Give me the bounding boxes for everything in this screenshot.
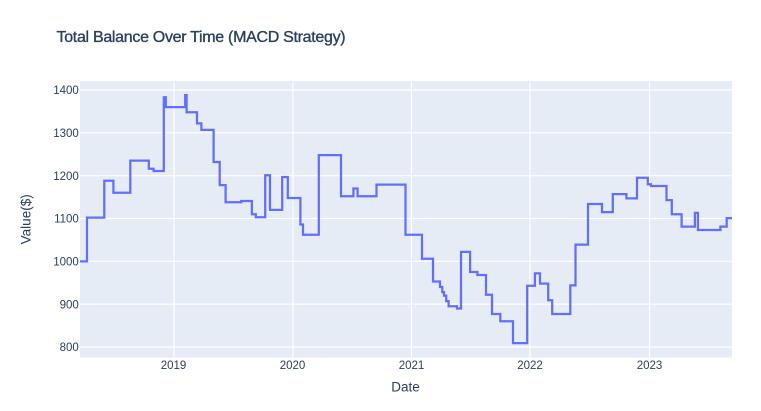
- svg-text:2021: 2021: [399, 360, 425, 372]
- svg-text:Value($): Value($): [18, 194, 33, 244]
- svg-text:2022: 2022: [517, 360, 543, 372]
- svg-text:800: 800: [60, 342, 79, 354]
- svg-text:Date: Date: [391, 379, 420, 394]
- svg-text:1100: 1100: [54, 214, 79, 226]
- svg-text:1000: 1000: [53, 256, 79, 268]
- svg-text:2019: 2019: [161, 360, 187, 372]
- svg-text:900: 900: [60, 299, 79, 311]
- svg-text:1300: 1300: [53, 128, 79, 140]
- svg-text:Total Balance Over Time (MACD: Total Balance Over Time (MACD Strategy): [57, 29, 346, 46]
- svg-text:2023: 2023: [637, 360, 663, 372]
- svg-text:1200: 1200: [53, 171, 79, 183]
- svg-text:1400: 1400: [53, 85, 79, 97]
- svg-text:2020: 2020: [280, 360, 306, 372]
